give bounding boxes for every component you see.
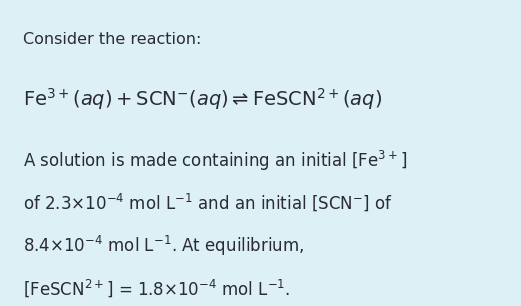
Text: of 2.3$\times$10$^{-4}$ mol L$^{-1}$ and an initial $\left[\mathrm{SCN}^{-}\righ: of 2.3$\times$10$^{-4}$ mol L$^{-1}$ and… [23,191,393,213]
Text: Consider the reaction:: Consider the reaction: [23,32,202,47]
Text: A solution is made containing an initial $\left[\mathrm{Fe}^{3+}\right]$: A solution is made containing an initial… [23,148,407,173]
Text: 8.4$\times$10$^{-4}$ mol L$^{-1}$. At equilibrium,: 8.4$\times$10$^{-4}$ mol L$^{-1}$. At eq… [23,234,305,258]
Text: $\mathrm{Fe}^{3+}(\mathit{aq}) + \mathrm{SCN}^{-}(\mathit{aq}) \rightleftharpoon: $\mathrm{Fe}^{3+}(\mathit{aq}) + \mathrm… [23,86,382,112]
Text: $\left[\mathrm{FeSCN}^{2+}\right]$ = 1.8$\times$10$^{-4}$ mol L$^{-1}$.: $\left[\mathrm{FeSCN}^{2+}\right]$ = 1.8… [23,277,291,299]
